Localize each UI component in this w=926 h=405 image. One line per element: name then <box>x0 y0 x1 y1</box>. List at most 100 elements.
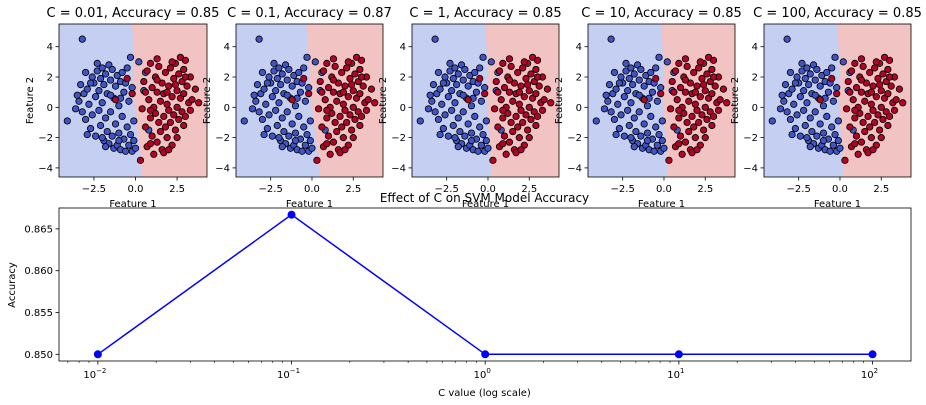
point-class-0 <box>610 68 619 77</box>
point-class-1 <box>195 99 203 107</box>
accuracy-data-point <box>674 350 683 359</box>
point-class-1 <box>500 84 509 92</box>
point-class-0 <box>431 108 439 116</box>
axes-frame <box>235 23 384 178</box>
point-class-1 <box>527 70 535 78</box>
point-class-0 <box>118 68 126 77</box>
point-class-1 <box>492 77 500 86</box>
point-class-0 <box>630 114 638 122</box>
point-class-1 <box>852 132 861 140</box>
point-class-0 <box>288 82 296 90</box>
point-class-1 <box>690 68 698 77</box>
point-class-0 <box>819 102 828 110</box>
point-class-1 <box>341 106 349 114</box>
point-class-1 <box>514 68 522 77</box>
point-class-0 <box>434 115 443 124</box>
point-class-1 <box>339 100 347 108</box>
point-class-0 <box>640 82 648 90</box>
point-class-0 <box>801 74 809 83</box>
point-class-0 <box>63 117 71 125</box>
scatter-panel-1: C = 0.01, Accuracy = 0.85 Feature 1 Feat… <box>25 6 219 210</box>
point-class-1 <box>141 88 150 96</box>
point-class-1 <box>371 99 379 107</box>
point-class-0 <box>448 106 456 114</box>
point-class-1 <box>165 82 173 90</box>
point-class-1 <box>153 76 161 84</box>
point-class-1 <box>168 93 176 101</box>
point-class-1 <box>123 74 131 83</box>
axes-frame <box>763 23 912 178</box>
point-class-1 <box>864 112 872 121</box>
point-class-0 <box>655 53 663 61</box>
point-class-0 <box>824 88 833 96</box>
point-class-0 <box>439 124 447 133</box>
point-class-1 <box>168 58 176 66</box>
point-class-0 <box>804 80 813 89</box>
point-class-0 <box>620 93 628 101</box>
y-tick-label: 4 <box>224 42 230 53</box>
point-class-1 <box>505 55 514 63</box>
point-class-0 <box>647 112 655 121</box>
point-class-0 <box>617 111 625 119</box>
point-class-0 <box>91 132 100 140</box>
point-class-0 <box>663 58 671 66</box>
y-tick-label: 0 <box>224 103 230 114</box>
point-class-0 <box>240 117 248 125</box>
point-class-0 <box>811 76 819 84</box>
point-class-1 <box>173 103 181 111</box>
point-class-0 <box>811 108 819 116</box>
point-class-1 <box>339 134 347 142</box>
y-tick-label: 0 <box>47 103 53 114</box>
point-class-1 <box>161 123 170 131</box>
point-class-1 <box>348 80 356 89</box>
point-class-1 <box>668 77 676 86</box>
point-class-0 <box>803 134 811 142</box>
point-class-1 <box>160 112 168 121</box>
point-class-1 <box>188 96 196 104</box>
point-class-0 <box>106 76 115 84</box>
point-class-0 <box>484 144 492 152</box>
x-axis-label: Feature 1 <box>109 199 156 210</box>
point-class-0 <box>630 143 638 151</box>
point-class-0 <box>250 91 258 99</box>
point-class-1 <box>499 140 507 148</box>
point-class-1 <box>153 138 161 146</box>
point-class-1 <box>326 150 334 158</box>
point-class-0 <box>834 137 842 145</box>
point-class-0 <box>118 112 126 121</box>
point-class-0 <box>635 108 643 116</box>
point-class-1 <box>685 127 693 136</box>
point-class-1 <box>520 58 528 66</box>
point-class-0 <box>800 106 808 114</box>
point-class-1 <box>329 138 338 146</box>
point-class-0 <box>624 106 632 114</box>
point-class-0 <box>300 64 308 72</box>
point-class-1 <box>183 82 191 90</box>
x-tick-label: 2.5 <box>169 184 185 195</box>
point-class-1 <box>678 150 686 158</box>
point-class-1 <box>711 82 719 90</box>
point-class-0 <box>280 127 288 136</box>
point-class-0 <box>283 76 291 84</box>
point-class-1 <box>527 115 535 124</box>
point-class-0 <box>295 112 303 121</box>
y-tick-label: 0 <box>576 103 582 114</box>
point-class-0 <box>126 53 135 61</box>
point-class-1 <box>505 76 514 84</box>
point-class-0 <box>100 80 108 89</box>
data-points <box>768 35 907 164</box>
point-class-1 <box>535 82 543 90</box>
point-class-1 <box>341 82 349 90</box>
point-class-1 <box>524 80 532 89</box>
point-class-0 <box>477 97 485 105</box>
point-class-0 <box>121 147 130 155</box>
point-class-0 <box>454 143 462 151</box>
point-class-1 <box>700 80 708 89</box>
point-class-0 <box>811 91 819 99</box>
point-class-1 <box>181 112 189 121</box>
point-class-0 <box>653 97 661 105</box>
point-class-1 <box>676 132 685 140</box>
point-class-1 <box>685 97 693 105</box>
point-class-0 <box>260 130 268 139</box>
point-class-1 <box>652 74 660 83</box>
